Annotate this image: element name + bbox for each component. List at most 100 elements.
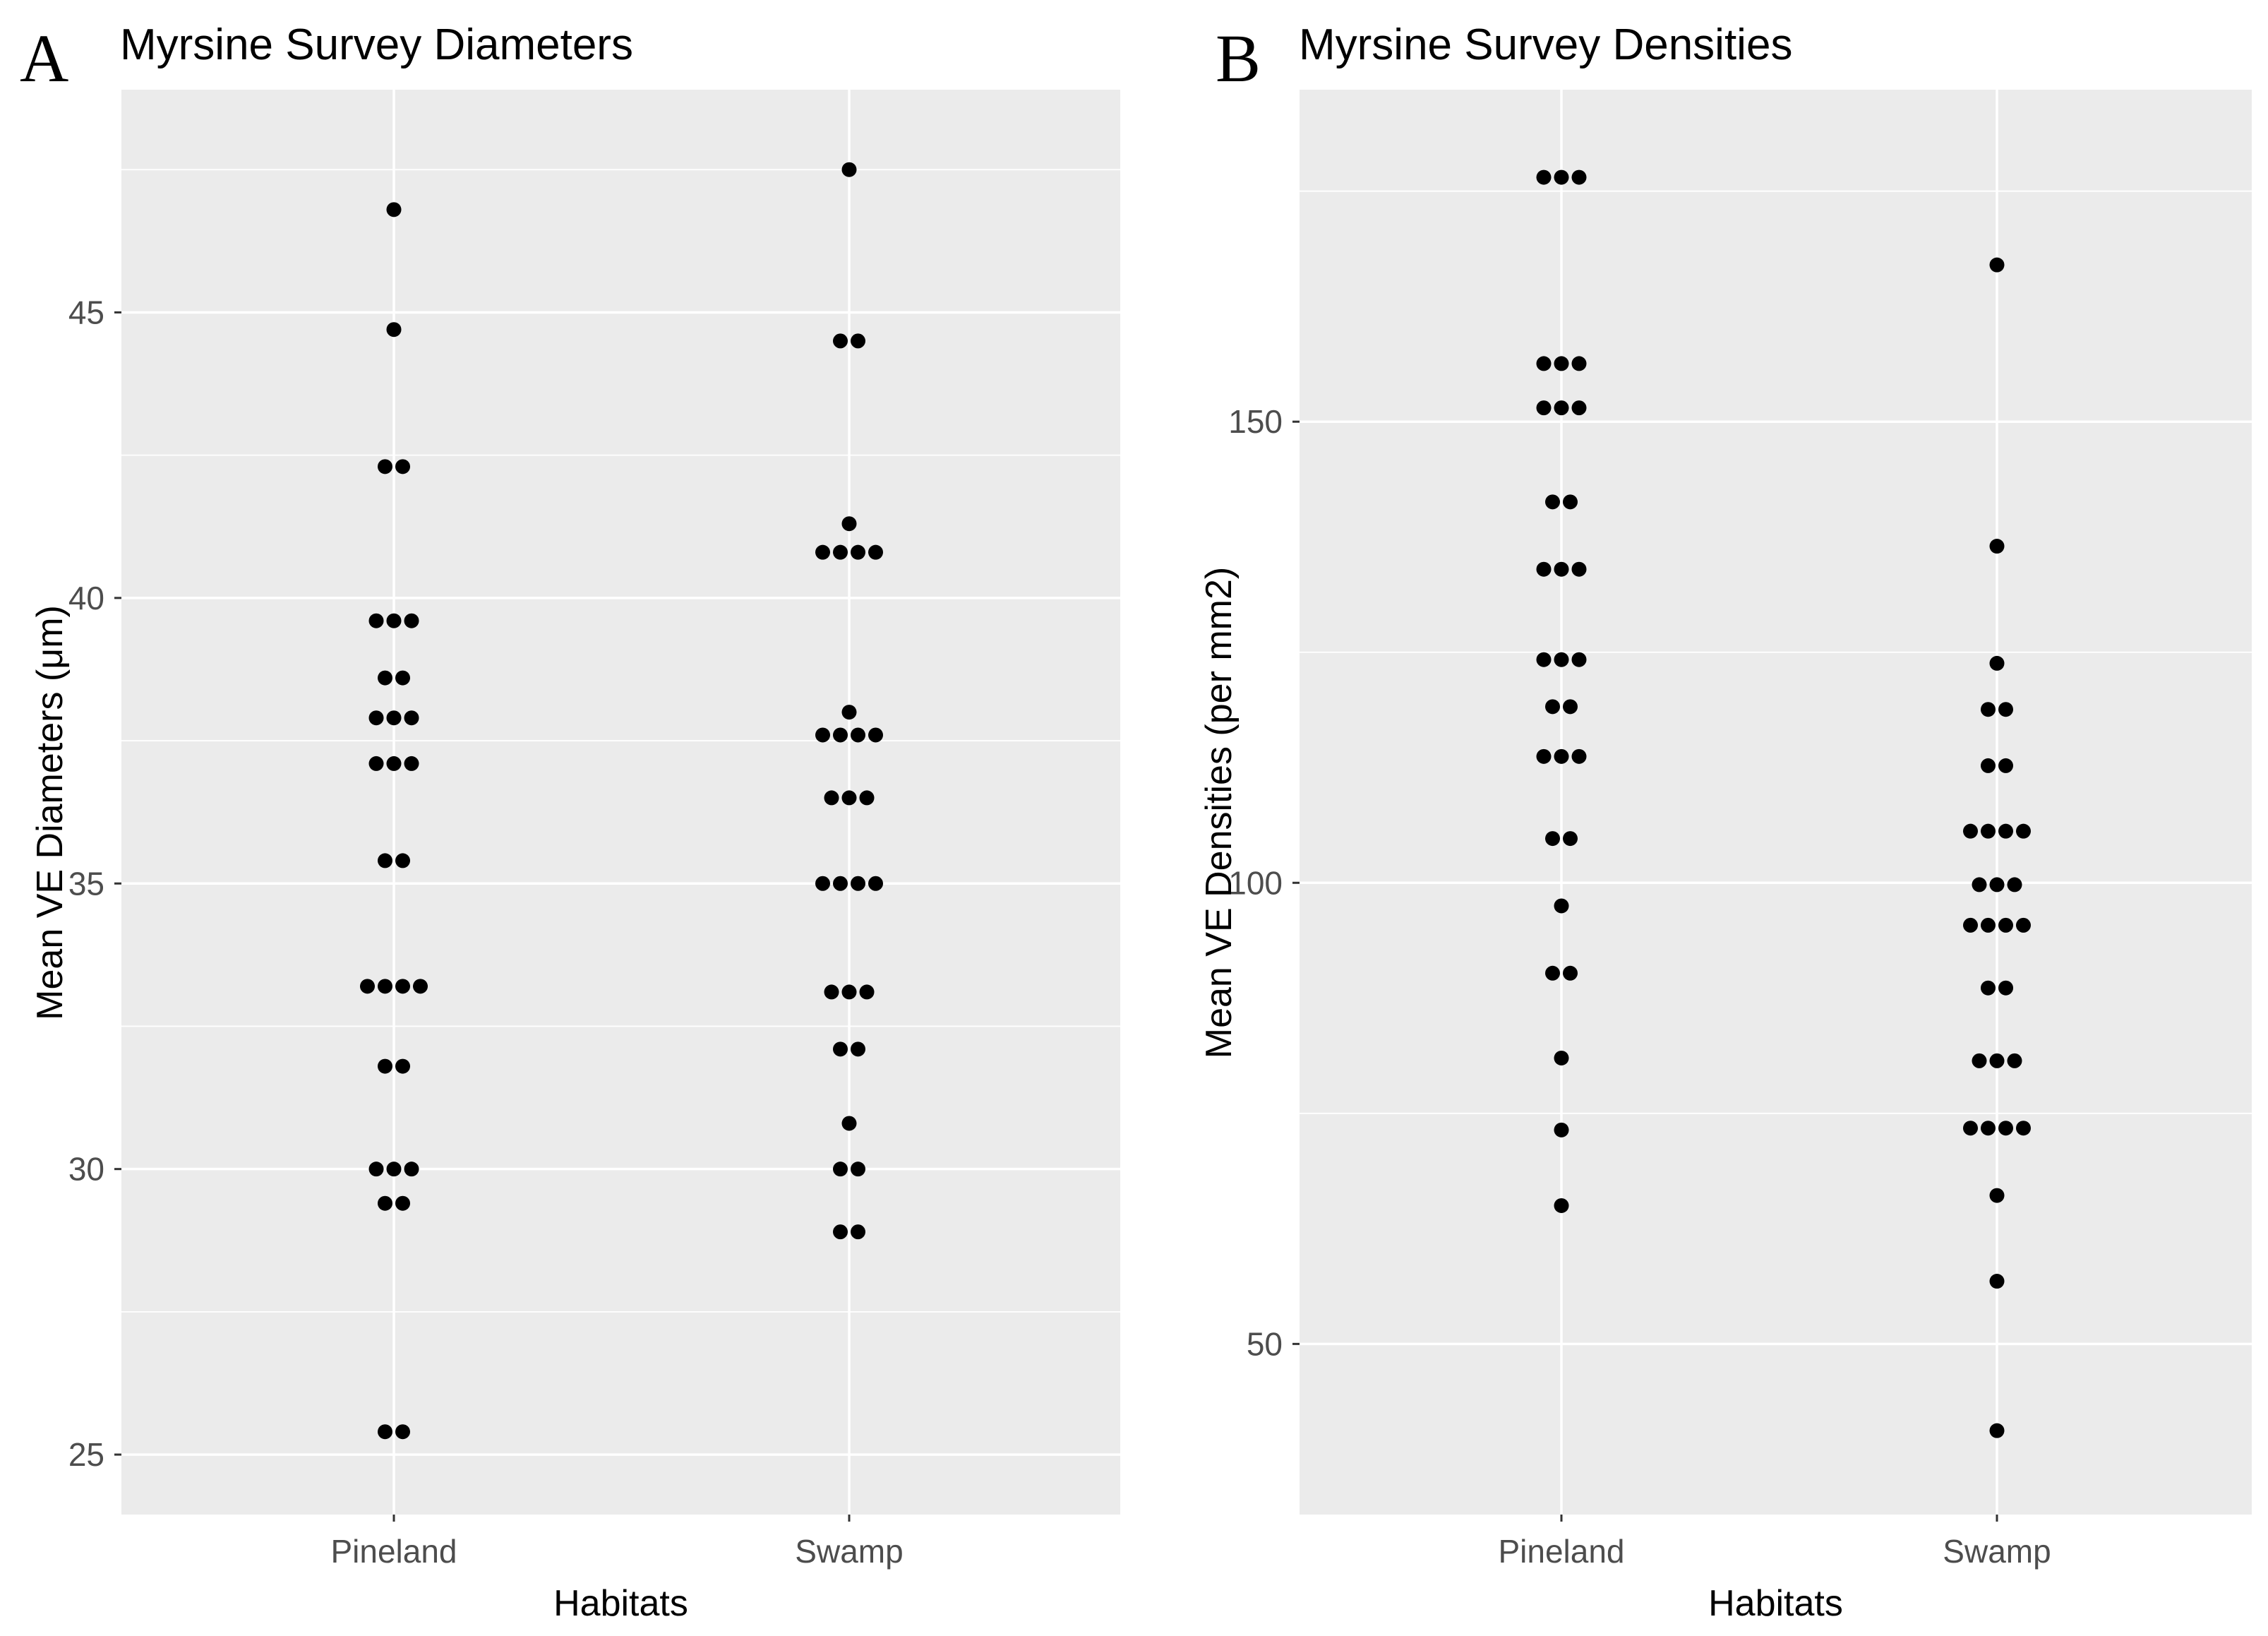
data-point [1989,655,2005,671]
data-point [1554,169,1569,185]
data-point [1989,1274,2005,1289]
data-point [851,333,865,349]
data-point [1981,917,1996,933]
data-point [2007,1053,2022,1068]
data-point [851,876,865,891]
data-point [413,979,428,994]
data-point [404,756,419,771]
data-point [378,1058,392,1074]
x-tick-label: Swamp [795,1533,903,1570]
data-point [1554,652,1569,667]
data-point [1536,748,1552,764]
data-point [1554,898,1569,914]
x-tick-label: Pineland [1498,1533,1624,1570]
data-point [868,876,883,891]
x-tick-label: Pineland [330,1533,457,1570]
x-tick-label: Swamp [1943,1533,2051,1570]
data-point [404,613,419,628]
data-point [1563,965,1578,981]
data-point [841,705,857,720]
y-tick-label: 40 [68,580,104,616]
data-point [833,544,848,560]
data-point [1998,980,2013,996]
data-point [815,876,830,891]
data-point [833,1224,848,1240]
data-point [851,544,865,560]
x-axis-title: Habitats [553,1583,688,1624]
chart-panel-b: 50 100 150 Pineland Swamp B Myrsine Survey Den… [1199,20,2252,1624]
data-point [868,727,883,743]
data-point [868,544,883,560]
data-point [378,853,392,868]
y-tick-label: 50 [1247,1325,1283,1362]
chart-title: Myrsine Survey Diameters [120,20,633,69]
data-point [1571,400,1587,416]
data-point [1981,980,1996,996]
data-point [360,979,375,994]
data-point [1998,917,2013,933]
data-point [1963,917,1978,933]
data-point [1554,561,1569,577]
data-point [395,1195,410,1211]
x-axis-title: Habitats [1708,1583,1843,1624]
data-point [386,322,402,338]
data-point [1972,1053,1987,1068]
data-point [1554,400,1569,416]
data-point [1981,1121,1996,1136]
data-point [1963,823,1978,839]
data-point [1981,702,1996,717]
data-point [841,790,857,806]
data-point [378,1424,392,1440]
data-point [2016,1121,2031,1136]
data-point [395,670,410,686]
y-tick-label: 100 [1228,864,1283,901]
data-point [378,459,392,474]
data-point [859,790,875,806]
data-point [386,202,402,217]
data-point [1536,561,1552,577]
data-point [368,710,384,726]
data-point [824,790,839,806]
data-point [1989,257,2005,273]
data-point [2016,917,2031,933]
panel-letter: A [20,20,68,96]
data-point [851,727,865,743]
data-point [386,613,402,628]
data-point [833,876,848,891]
data-point [378,670,392,686]
data-point [1998,758,2013,773]
data-point [404,1162,419,1177]
data-point [404,710,419,726]
y-axis-title: Mean VE Densities (per mm2) [1199,567,1240,1058]
y-axis-title: Mean VE Diameters (μm) [30,605,71,1020]
data-point [859,984,875,1000]
data-point [815,544,830,560]
data-point [841,516,857,532]
data-point [1536,652,1552,667]
data-point [1554,748,1569,764]
data-point [1998,1121,2013,1136]
data-point [1981,758,1996,773]
data-point [1563,699,1578,715]
data-point [841,162,857,177]
data-point [395,1424,410,1440]
data-point [1545,831,1560,847]
data-point [1963,1121,1978,1136]
data-point [1998,702,2013,717]
data-point [833,1041,848,1057]
data-point [395,459,410,474]
data-point [1563,831,1578,847]
data-point [1571,169,1587,185]
data-point [1571,561,1587,577]
data-point [378,1195,392,1211]
data-point [1554,1122,1569,1138]
data-point [824,984,839,1000]
data-point [1536,400,1552,416]
data-point [841,984,857,1000]
data-point [1989,877,2005,892]
data-point [2007,877,2022,892]
data-point [1989,1053,2005,1068]
chart-title: Myrsine Survey Densities [1299,20,1792,69]
data-point [1545,699,1560,715]
plot-background [1300,90,2252,1515]
